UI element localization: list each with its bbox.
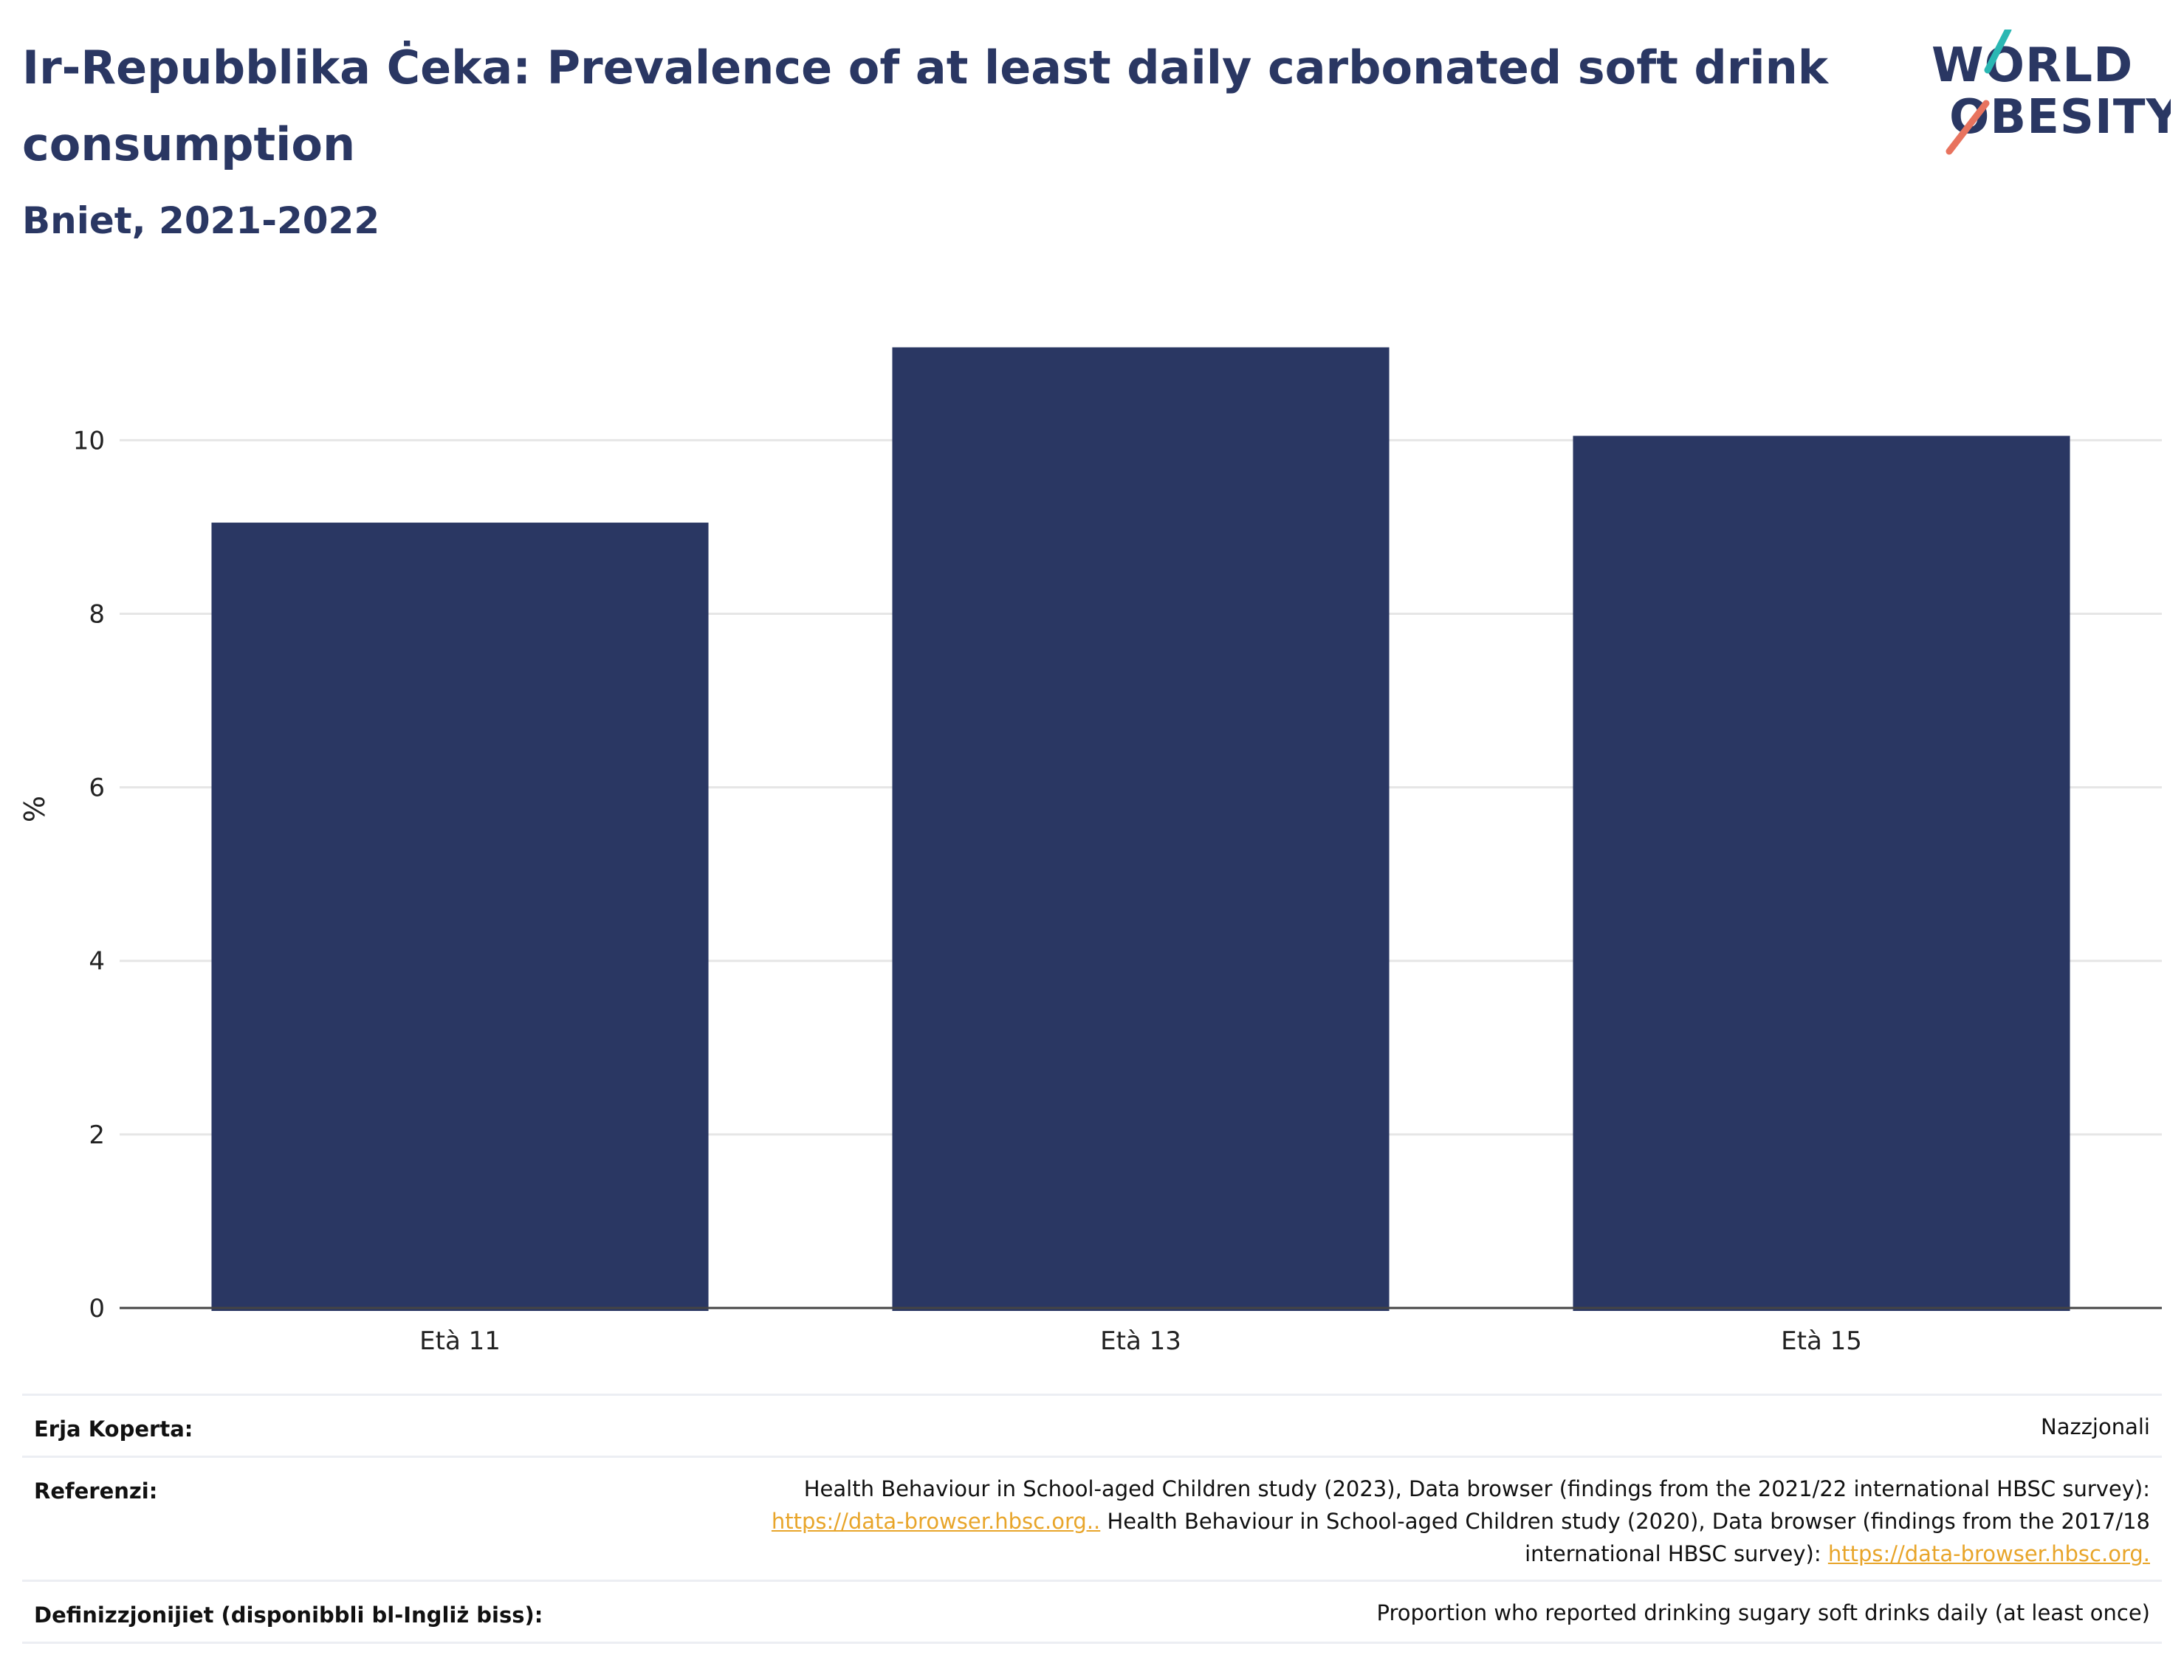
logo-slash-teal-icon — [1984, 30, 2012, 74]
y-tick-label: 2 — [89, 1120, 105, 1150]
bar-et-15 — [1573, 436, 2070, 1312]
x-tick-label: Età 15 — [1781, 1326, 1862, 1356]
coverage-label: Erja Koperta: — [34, 1416, 193, 1442]
y-tick-label: 4 — [89, 947, 105, 977]
y-axis-label: % — [18, 796, 51, 822]
y-tick-label: 10 — [73, 426, 105, 455]
coverage-value: Nazzjonali — [2041, 1414, 2150, 1439]
metadata-bottom-border — [22, 1642, 2162, 1644]
coverage-row: Erja Koperta: Nazzjonali — [22, 1394, 2162, 1458]
hbsc-link-2[interactable]: https://data-browser.hbsc.org. — [1827, 1541, 2150, 1566]
bar-chart: 0 2 4 6 8 10 Età 11 Età 13 Età 15 % — [18, 347, 2162, 1356]
references-value: Health Behaviour in School-aged Children… — [378, 1473, 2150, 1570]
references-line-2: https://data-browser.hbsc.org.. Health B… — [378, 1505, 2150, 1538]
x-tick-label: Età 13 — [1100, 1326, 1181, 1356]
y-tick-label: 8 — [89, 599, 105, 629]
axes: 0 2 4 6 8 10 Età 11 Età 13 Età 15 — [73, 426, 2162, 1356]
logo-text-line1: WORLD — [1931, 38, 2133, 93]
bar-et-11 — [211, 523, 709, 1311]
hbsc-link-1[interactable]: https://data-browser.hbsc.org.. — [771, 1509, 1101, 1534]
x-tick-label: Età 11 — [419, 1326, 501, 1356]
references-line-3-text: international HBSC survey): — [1525, 1541, 1828, 1566]
y-tick-label: 0 — [89, 1294, 105, 1323]
bar-et-13 — [892, 347, 1390, 1312]
definitions-value: Proportion who reported drinking sugary … — [1376, 1600, 2150, 1625]
references-line-2-text: Health Behaviour in School-aged Children… — [1100, 1509, 2150, 1534]
chart-title: Ir-Repubblika Ċeka: Prevalence of at lea… — [22, 41, 1829, 171]
definitions-row: Definizzjonijiet (disponibbli bl-Ingliż … — [22, 1580, 2162, 1644]
references-line-1: Health Behaviour in School-aged Children… — [803, 1476, 2150, 1501]
logo-text-line2: OBESITY — [1949, 90, 2171, 145]
definitions-label: Definizzjonijiet (disponibbli bl-Ingliż … — [34, 1602, 543, 1628]
references-label: Referenzi: — [34, 1478, 158, 1504]
references-row: Referenzi: Health Behaviour in School-ag… — [22, 1456, 2162, 1582]
y-tick-label: 6 — [89, 774, 105, 803]
logo-slash-red-icon — [1946, 100, 1990, 155]
world-obesity-logo: WORLD OBESITY — [1931, 30, 2171, 155]
references-line-3: international HBSC survey): https://data… — [378, 1538, 2150, 1570]
chart-subtitle: Bniet, 2021-2022 — [22, 199, 380, 242]
bars — [211, 347, 2070, 1312]
